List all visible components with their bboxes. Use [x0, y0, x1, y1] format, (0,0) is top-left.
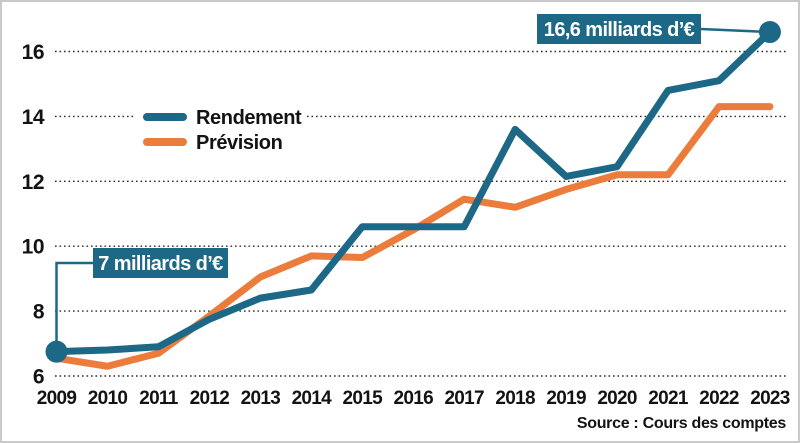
- annotation-start-badge: 7 milliards d’€: [93, 248, 228, 278]
- source-label: Source : Cours des comptes: [577, 415, 787, 432]
- x-tick-label: 2020: [597, 388, 637, 409]
- x-tick-label: 2011: [139, 388, 179, 409]
- legend-label-prevision: Prévision: [196, 132, 282, 154]
- x-tick-label: 2018: [495, 388, 535, 409]
- annotation-start-connector: [55, 261, 93, 352]
- annotation-layer: [45, 21, 781, 363]
- x-tick-label: 2021: [648, 388, 689, 409]
- annotation-start-label: 7 milliards d’€: [98, 253, 223, 275]
- x-tick-label: 2010: [88, 388, 128, 409]
- series-layer: [53, 28, 774, 370]
- y-tick-label: 12: [22, 171, 44, 194]
- annotation-end-connector: [700, 27, 770, 34]
- y-tick-label: 6: [33, 366, 44, 389]
- x-tick-label: 2017: [444, 388, 484, 409]
- annotation-end-badge: 16,6 milliards d’€: [537, 14, 701, 44]
- x-tick-label: 2019: [546, 388, 586, 409]
- x-tick-label: 2012: [190, 388, 230, 409]
- x-tick-label: 2016: [393, 388, 433, 409]
- start-point-marker: [45, 340, 68, 363]
- y-tick-label: 16: [22, 41, 44, 64]
- annotation-end-label: 16,6 milliards d’€: [544, 19, 695, 41]
- x-tick-label: 2014: [292, 388, 333, 409]
- x-tick-label: 2009: [37, 388, 77, 409]
- legend-label-rendement: Rendement: [196, 107, 302, 129]
- x-tick-label: 2013: [241, 388, 281, 409]
- y-tick-label: 10: [22, 236, 44, 259]
- x-tick-label: 2015: [343, 388, 384, 409]
- y-tick-label: 8: [33, 301, 45, 324]
- grid-layer: [55, 50, 787, 377]
- annotation-start-badge-rect: [93, 248, 228, 278]
- x-tick-label: 2023: [750, 388, 790, 409]
- legend: Rendement Prévision: [143, 107, 302, 154]
- annotation-end-badge-rect: [537, 14, 701, 44]
- end-point-marker: [758, 21, 781, 44]
- series-line-rendement: [53, 28, 774, 356]
- legend-background: [134, 98, 304, 160]
- axis-labels-layer: 6 8 10 12 14 16 2009 2010 2011 2012 2013 2014 2015 20…: [22, 41, 791, 409]
- y-tick-label: 14: [22, 106, 45, 129]
- x-tick-label: 2022: [699, 388, 739, 409]
